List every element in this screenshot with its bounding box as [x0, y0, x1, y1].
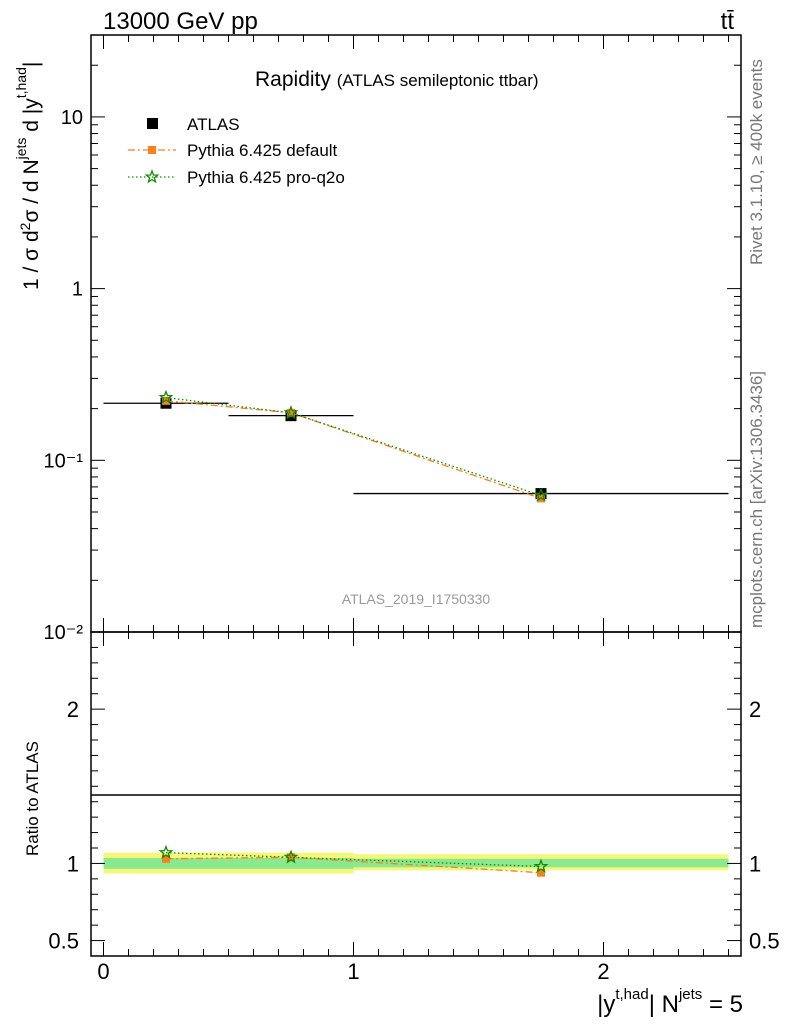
- data-point-square: [287, 408, 295, 417]
- main-y-ticks: 10⁻² 10⁻¹ 1 10: [44, 34, 741, 644]
- ratio-point-star: [533, 858, 549, 873]
- analysis-label: ATLAS_2019_I1750330: [342, 591, 491, 607]
- legend-entry-atlas: ATLAS: [147, 115, 240, 134]
- data-point-star: [283, 404, 299, 420]
- legend: ATLAS Pythia 6.425 default Pythia 6.425 …: [128, 115, 345, 187]
- main-series-group: [103, 389, 729, 503]
- main-y-tick-label: 10: [61, 107, 83, 129]
- ratio-y-tick-label-left: 0.5: [48, 929, 79, 954]
- ratio-point-star: [158, 844, 174, 860]
- ratio-stat-band: [103, 858, 229, 869]
- main-series-line: [165, 396, 542, 497]
- legend-marker-pythia-proq2o: [144, 169, 160, 184]
- main-plot-panel: 10⁻² 10⁻¹ 1 10 Rapidity (ATLAS semileptonic…: [13, 34, 742, 644]
- main-y-tick-label: 1: [72, 279, 83, 301]
- mcplots-label: mcplots.cern.ch [arXiv:1306.3436]: [747, 371, 766, 628]
- ratio-series-line: [165, 851, 542, 868]
- data-point-star: [533, 487, 549, 502]
- ratio-x-ticks: 0 1 2: [97, 632, 729, 984]
- legend-marker-pythia-default: [148, 146, 156, 154]
- data-point-square: [535, 488, 547, 500]
- ratio-plot-frame: [90, 631, 742, 957]
- main-x-ticks: [103, 35, 729, 632]
- legend-label-atlas: ATLAS: [187, 115, 240, 134]
- legend-entry-pythia-default: Pythia 6.425 default: [128, 141, 338, 160]
- ratio-series-group: [158, 844, 549, 877]
- legend-label-pythia-default: Pythia 6.425 default: [187, 141, 338, 160]
- rivet-label: Rivet 3.1.10, ≥ 400k events: [747, 59, 766, 265]
- ratio-plot-panel: 0.5 0.5 1 1 2 2 0 1 2 Ratio to ATLAS |yt,had| N…: [23, 631, 780, 1018]
- x-tick-label: 1: [347, 959, 359, 984]
- ratio-y-tick-label-right: 1: [749, 851, 761, 876]
- ratio-y-ticks: 0.5 0.5 1 1 2 2: [48, 646, 780, 954]
- process-label: tt̄: [721, 8, 735, 35]
- ratio-y-tick-label-left: 1: [67, 851, 79, 876]
- legend-entry-pythia-proq2o: Pythia 6.425 pro-q2o: [128, 168, 345, 187]
- x-axis-label: |yt,had| Njets = 5: [597, 986, 743, 1018]
- ratio-y-tick-label-left: 2: [67, 697, 79, 722]
- ratio-point-square: [162, 854, 170, 863]
- plot-title-main: Rapidity: [255, 68, 331, 91]
- x-tick-label: 2: [597, 959, 609, 984]
- legend-marker-atlas: [147, 118, 158, 129]
- main-y-axis-label: 1 / σ d2σ / d Njets d |yt,had|: [13, 62, 43, 290]
- ratio-point-square: [537, 868, 545, 877]
- energy-label: 13000 GeV pp: [103, 8, 258, 35]
- ratio-stat-band: [228, 858, 354, 869]
- x-tick-label: 0: [97, 959, 109, 984]
- ratio-point-star: [283, 849, 299, 864]
- ratio-stat-band: [353, 858, 729, 868]
- main-y-tick-label: 10⁻²: [44, 622, 84, 644]
- ratio-y-axis-label: Ratio to ATLAS: [23, 741, 42, 856]
- ratio-uncertainty-bands: [103, 852, 729, 874]
- ratio-y-tick-label-right: 2: [749, 697, 761, 722]
- main-y-tick-label: 10⁻¹: [44, 450, 84, 472]
- legend-label-pythia-proq2o: Pythia 6.425 pro-q2o: [187, 168, 345, 187]
- data-point-star: [158, 389, 174, 404]
- plot-subtitle: (ATLAS semileptonic ttbar): [337, 71, 539, 90]
- ratio-y-tick-label-right: 0.5: [749, 929, 780, 954]
- plot-title: Rapidity (ATLAS semileptonic ttbar): [255, 68, 539, 91]
